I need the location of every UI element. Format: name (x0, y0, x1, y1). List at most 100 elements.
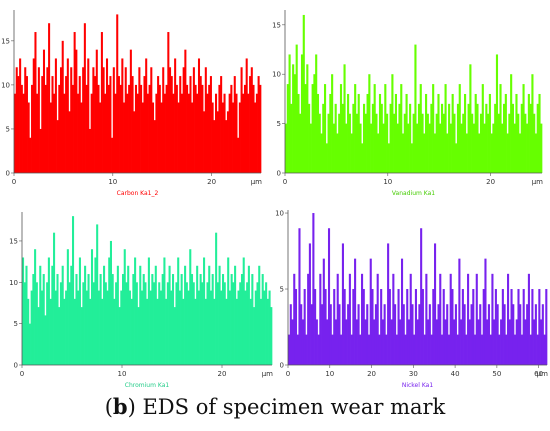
bar (250, 67, 253, 173)
bar (446, 304, 449, 365)
bar (251, 274, 254, 365)
bar (82, 67, 85, 173)
bar (42, 274, 45, 365)
bar (170, 76, 173, 173)
bar (515, 93, 518, 173)
bar (359, 334, 362, 365)
bar (108, 257, 111, 365)
x-tick-label: 0 (283, 178, 287, 186)
bar (371, 103, 374, 173)
bar (477, 319, 480, 365)
bar (406, 289, 409, 365)
bar (524, 113, 527, 173)
bar (161, 274, 164, 365)
bar (384, 84, 387, 173)
bar (517, 113, 520, 173)
bar (421, 289, 424, 365)
bar (175, 84, 178, 173)
bar (403, 113, 406, 173)
bar (77, 290, 80, 365)
bar (348, 113, 351, 173)
bar (400, 84, 403, 173)
bar (290, 103, 293, 173)
bar (467, 273, 470, 365)
bar (131, 76, 134, 173)
bar (144, 282, 147, 365)
caption-text: EDS of specimen wear mark (142, 395, 446, 419)
bar (39, 128, 42, 173)
bar (155, 93, 158, 173)
bar (107, 84, 110, 173)
bar (510, 74, 513, 173)
bar (40, 290, 44, 365)
bar (331, 74, 334, 173)
bar (121, 58, 124, 173)
bar (256, 282, 259, 365)
bar (204, 298, 207, 365)
bar (173, 307, 176, 365)
bar (220, 290, 223, 365)
bar (92, 67, 95, 173)
bar (366, 93, 369, 173)
x-tick-label: 10 (118, 370, 127, 378)
bar (220, 76, 223, 173)
bar (255, 93, 258, 173)
bar (393, 113, 396, 173)
bar (527, 93, 530, 173)
x-unit-label: μm (537, 370, 548, 378)
bar (405, 93, 408, 173)
bar (112, 67, 115, 173)
bar (75, 274, 78, 365)
bar (534, 304, 537, 365)
bar (88, 128, 91, 173)
bar (347, 93, 350, 173)
bar (41, 76, 44, 173)
bar (186, 84, 189, 173)
bar (476, 103, 479, 173)
bar (185, 282, 188, 365)
bar (418, 304, 421, 365)
bar (332, 123, 335, 173)
bar (339, 84, 343, 173)
bar (507, 273, 510, 365)
bar (323, 84, 327, 173)
bar (319, 273, 322, 365)
bar (61, 40, 64, 174)
bar (397, 289, 400, 365)
bar (165, 298, 168, 365)
bar (56, 274, 59, 365)
bar (538, 289, 541, 365)
bar (341, 243, 344, 365)
bar (234, 265, 237, 365)
bar (389, 103, 392, 173)
bar (494, 103, 497, 173)
bar (472, 289, 475, 365)
bar (388, 289, 391, 365)
bar (350, 133, 353, 173)
bar (463, 304, 466, 365)
bar (485, 103, 488, 173)
bar (501, 123, 504, 173)
bar (124, 67, 127, 173)
bar (399, 319, 402, 365)
bar (380, 103, 383, 173)
bar (469, 64, 472, 173)
bar (423, 133, 426, 173)
bar (451, 93, 454, 173)
bar (141, 102, 144, 173)
bar (249, 298, 252, 365)
bar (307, 273, 310, 365)
bar (496, 304, 499, 365)
bar (223, 93, 226, 173)
bar (295, 44, 298, 173)
bar (498, 334, 501, 365)
bar (263, 290, 266, 365)
bar (227, 257, 230, 365)
bar (68, 282, 71, 365)
bar (479, 304, 482, 365)
bar (37, 67, 40, 173)
bar (387, 243, 390, 365)
bar (197, 58, 201, 173)
bar (259, 84, 262, 173)
bar (235, 93, 238, 173)
